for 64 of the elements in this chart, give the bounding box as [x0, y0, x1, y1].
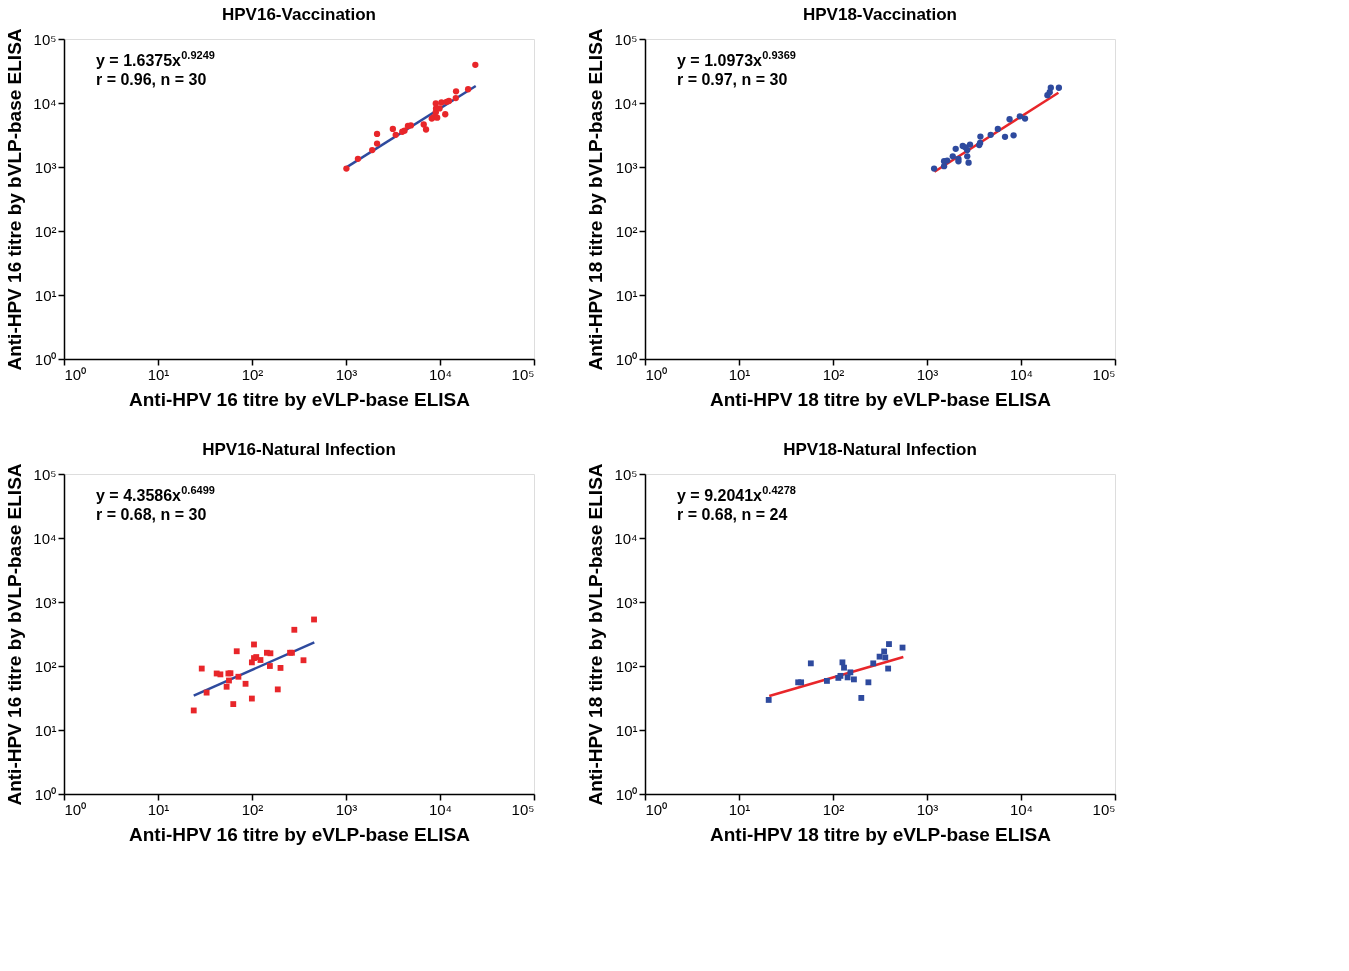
x-tick-label: 10⁴: [428, 800, 453, 818]
x-axis-title: Anti-HPV 16 titre by eVLP-base ELISA: [128, 823, 471, 845]
y-tick-label: 10⁰: [615, 785, 638, 803]
x-tick-label: 10³: [916, 800, 939, 818]
chart-title: HPV18-Vaccination: [802, 4, 958, 24]
y-axis-title: Anti-HPV 18 titre by bVLP-base ELISA: [585, 28, 607, 371]
x-tick-label: 10¹: [147, 800, 170, 818]
y-tick-label: 10⁰: [34, 350, 57, 368]
x-tick-label: 10³: [916, 365, 939, 383]
y-axis-title: Anti-HPV 18 titre by bVLP-base ELISA: [585, 463, 607, 806]
y-axis-title: Anti-HPV 16 titre by bVLP-base ELISA: [4, 463, 26, 806]
y-tick-label: 10¹: [34, 721, 57, 739]
x-tick-label: 10³: [335, 800, 358, 818]
y-tick-label: 10³: [34, 593, 57, 611]
chart-title: HPV16-Natural Infection: [202, 439, 396, 459]
x-tick-label: 10⁵: [511, 800, 535, 818]
x-tick-label: 10⁴: [428, 365, 453, 383]
y-tick-label: 10¹: [615, 286, 638, 304]
x-axis-title: Anti-HPV 18 titre by eVLP-base ELISA: [709, 388, 1052, 410]
x-tick-label: 10¹: [728, 365, 751, 383]
y-axis-title: Anti-HPV 16 titre by bVLP-base ELISA: [4, 28, 26, 371]
x-tick-label: 10⁰: [64, 800, 87, 818]
y-tick-label: 10²: [34, 657, 57, 675]
y-tick-label: 10⁵: [33, 465, 57, 483]
x-tick-label: 10⁰: [645, 365, 668, 383]
y-tick-label: 10¹: [615, 721, 638, 739]
y-tick-label: 10³: [615, 158, 638, 176]
chart-title: HPV18-Natural Infection: [783, 439, 977, 459]
x-tick-label: 10²: [822, 800, 845, 818]
y-tick-label: 10⁴: [33, 529, 57, 547]
y-tick-label: 10⁴: [614, 529, 638, 547]
y-tick-label: 10¹: [34, 286, 57, 304]
annotation: r = 0.96, n = 30: [96, 71, 207, 88]
y-tick-label: 10²: [615, 222, 638, 240]
x-axis-title: Anti-HPV 16 titre by eVLP-base ELISA: [128, 388, 471, 410]
y-tick-label: 10²: [34, 222, 57, 240]
y-tick-label: 10³: [34, 158, 57, 176]
x-tick-label: 10⁴: [1009, 800, 1034, 818]
x-tick-label: 10²: [241, 800, 264, 818]
y-tick-label: 10⁵: [614, 30, 638, 48]
x-tick-label: 10⁰: [64, 365, 87, 383]
x-tick-label: 10¹: [147, 365, 170, 383]
y-tick-label: 10⁵: [614, 465, 638, 483]
y-tick-label: 10⁴: [33, 94, 57, 112]
annotation: r = 0.68, n = 30: [96, 506, 207, 523]
y-tick-label: 10²: [615, 657, 638, 675]
x-tick-label: 10⁴: [1009, 365, 1034, 383]
chart-title: HPV16-Vaccination: [221, 4, 377, 24]
y-tick-label: 10³: [615, 593, 638, 611]
x-tick-label: 10⁵: [511, 365, 535, 383]
x-tick-label: 10²: [241, 365, 264, 383]
x-axis-title: Anti-HPV 18 titre by eVLP-base ELISA: [709, 823, 1052, 845]
x-tick-label: 10³: [335, 365, 358, 383]
y-tick-label: 10⁵: [33, 30, 57, 48]
x-tick-label: 10⁰: [645, 800, 668, 818]
y-tick-label: 10⁰: [34, 785, 57, 803]
y-tick-label: 10⁴: [614, 94, 638, 112]
x-tick-label: 10⁵: [1092, 365, 1116, 383]
x-tick-label: 10¹: [728, 800, 751, 818]
annotation: r = 0.97, n = 30: [677, 71, 788, 88]
x-tick-label: 10⁵: [1092, 800, 1116, 818]
annotation: r = 0.68, n = 24: [677, 506, 788, 523]
x-tick-label: 10²: [822, 365, 845, 383]
y-tick-label: 10⁰: [615, 350, 638, 368]
